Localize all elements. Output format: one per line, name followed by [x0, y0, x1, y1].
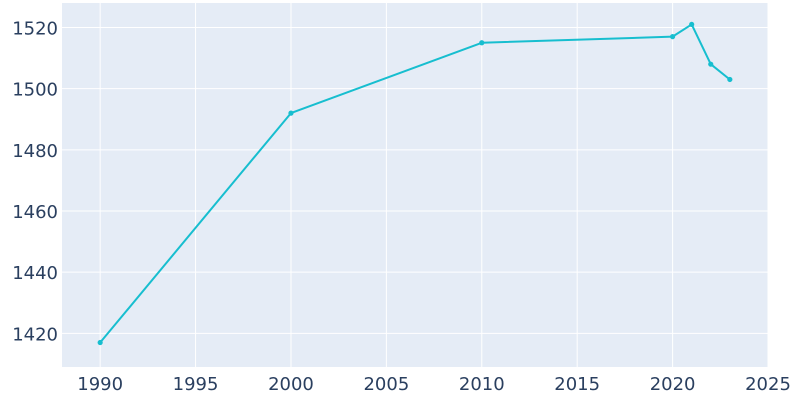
y-tick-label: 1520 [12, 18, 58, 39]
data-point [669, 34, 676, 40]
x-tick-label: 2025 [745, 374, 791, 395]
y-tick-label: 1440 [12, 263, 58, 284]
grid-lines [62, 3, 769, 367]
data-point [288, 110, 294, 116]
x-tick-label: 2000 [268, 374, 314, 395]
y-tick-label: 1480 [12, 141, 58, 162]
y-axis-ticks: 1420 1440 1460 1480 1500 1520 [12, 18, 58, 345]
x-tick-label: 1990 [77, 374, 123, 395]
data-point [479, 40, 485, 46]
x-tick-label: 2005 [363, 374, 409, 395]
series-layer [97, 21, 733, 346]
y-tick-label: 1460 [12, 202, 58, 223]
data-point [97, 339, 103, 346]
data-point [727, 76, 733, 83]
x-tick-label: 2010 [459, 374, 505, 395]
data-point [689, 21, 695, 28]
plot-area [62, 3, 768, 367]
x-tick-label: 2020 [650, 374, 696, 395]
x-axis-ticks: 1990 1995 2000 2005 2010 2015 2020 2025 [77, 374, 791, 395]
x-tick-label: 1995 [173, 374, 219, 395]
x-tick-label: 2015 [554, 374, 600, 395]
y-tick-label: 1420 [12, 324, 58, 345]
data-point [708, 61, 714, 67]
y-tick-label: 1500 [12, 80, 58, 101]
